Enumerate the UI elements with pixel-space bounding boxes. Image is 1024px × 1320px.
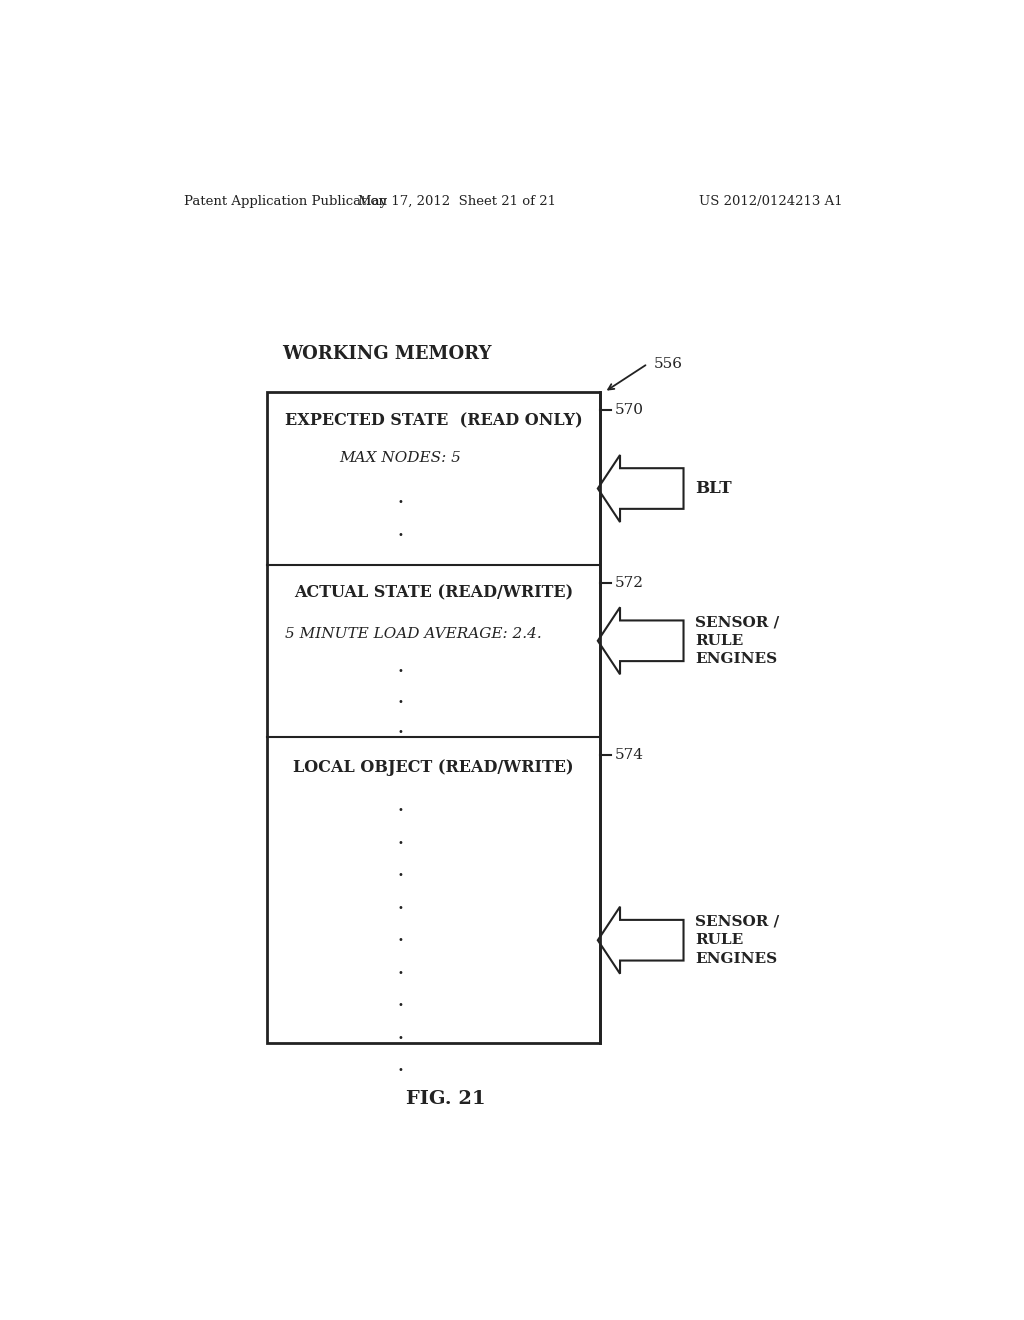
Text: FIG. 21: FIG. 21 <box>406 1089 485 1107</box>
Text: RULE: RULE <box>695 933 743 948</box>
Text: MAX NODES: 5: MAX NODES: 5 <box>339 451 461 465</box>
Text: 574: 574 <box>614 748 643 762</box>
Text: •: • <box>397 968 403 978</box>
Text: Patent Application Publication: Patent Application Publication <box>183 194 386 207</box>
Bar <box>267 392 600 1043</box>
Text: SENSOR /: SENSOR / <box>695 915 779 929</box>
Text: 5 MINUTE LOAD AVERAGE: 2.4.: 5 MINUTE LOAD AVERAGE: 2.4. <box>285 627 542 640</box>
Text: 570: 570 <box>614 404 643 417</box>
Text: 556: 556 <box>653 356 682 371</box>
Text: •: • <box>397 697 403 706</box>
Text: WORKING MEMORY: WORKING MEMORY <box>283 345 492 363</box>
Text: •: • <box>397 935 403 945</box>
Text: •: • <box>397 531 403 540</box>
Text: •: • <box>397 727 403 738</box>
Text: •: • <box>397 870 403 880</box>
Text: BLT: BLT <box>695 480 732 498</box>
Text: ENGINES: ENGINES <box>695 952 777 965</box>
Polygon shape <box>598 607 684 675</box>
Text: •: • <box>397 1001 403 1010</box>
Text: LOCAL OBJECT (READ/WRITE): LOCAL OBJECT (READ/WRITE) <box>293 759 573 776</box>
Text: •: • <box>397 496 403 507</box>
Polygon shape <box>598 907 684 974</box>
Text: •: • <box>397 1065 403 1076</box>
Text: EXPECTED STATE  (READ ONLY): EXPECTED STATE (READ ONLY) <box>285 412 583 429</box>
Text: •: • <box>397 805 403 816</box>
Text: RULE: RULE <box>695 634 743 648</box>
Text: •: • <box>397 667 403 676</box>
Text: US 2012/0124213 A1: US 2012/0124213 A1 <box>699 194 843 207</box>
Text: ACTUAL STATE (READ/WRITE): ACTUAL STATE (READ/WRITE) <box>294 585 573 602</box>
Text: •: • <box>397 903 403 912</box>
Text: ENGINES: ENGINES <box>695 652 777 667</box>
Text: •: • <box>397 838 403 847</box>
Polygon shape <box>598 455 684 523</box>
Text: 572: 572 <box>614 576 643 590</box>
Text: •: • <box>397 1032 403 1043</box>
Text: May 17, 2012  Sheet 21 of 21: May 17, 2012 Sheet 21 of 21 <box>358 194 556 207</box>
Text: SENSOR /: SENSOR / <box>695 615 779 630</box>
